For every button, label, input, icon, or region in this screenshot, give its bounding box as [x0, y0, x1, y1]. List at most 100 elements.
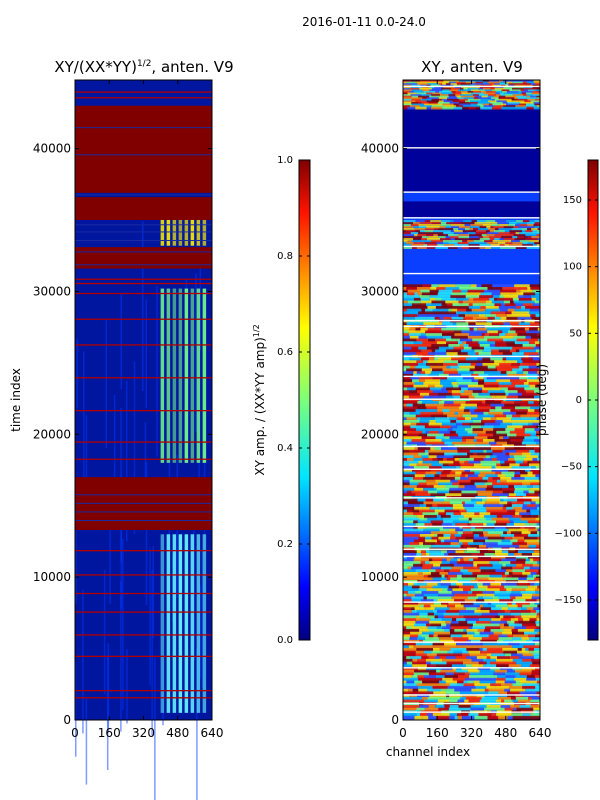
phase-cell: [536, 612, 540, 617]
phase-cell: [452, 92, 462, 96]
phase-cell: [491, 618, 501, 623]
phase-cell: [411, 244, 424, 247]
phase-cell: [497, 517, 510, 522]
phase-colorbar-label: phase (deg): [535, 364, 549, 436]
phase-cell: [456, 379, 472, 384]
phase-cell: [403, 314, 418, 319]
phase-cell: [486, 686, 496, 691]
phase-cell: [411, 566, 423, 571]
amp-xtick-label: 320: [132, 726, 155, 740]
phase-cell: [476, 485, 487, 490]
phase-cell: [420, 98, 428, 102]
amp-gap-line: [75, 494, 212, 496]
phase-cell: [473, 228, 479, 231]
phase-cell: [441, 601, 449, 607]
phase-cell: [408, 330, 426, 335]
phase-cell: [427, 244, 438, 247]
phase-cell: [511, 653, 523, 658]
phase-cell: [465, 623, 473, 628]
phase-cell: [492, 319, 505, 324]
phase-cell: [477, 493, 492, 498]
phase-cell: [467, 289, 485, 294]
phase-cell: [482, 81, 488, 85]
phase-cell: [430, 232, 444, 235]
phase-cell: [493, 672, 506, 677]
phase-cell: [482, 401, 486, 406]
amp-heatmap-texture: [82, 589, 84, 734]
phase-cell: [457, 222, 462, 225]
phase-cell: [506, 569, 513, 574]
phase-cell: [446, 395, 454, 400]
phase-cell: [518, 620, 536, 626]
phase-cell: [523, 371, 529, 376]
phase-cell: [462, 422, 470, 427]
phase-cell: [403, 226, 407, 229]
phase-cell: [469, 398, 486, 403]
phase-cell: [478, 352, 492, 357]
amp-heatmap-texture: [196, 647, 198, 800]
phase-cell: [449, 102, 460, 105]
phase-cell: [441, 574, 445, 579]
phase-cell: [504, 653, 512, 658]
phase-cell: [530, 83, 536, 86]
phase-cell: [419, 629, 430, 634]
phase-cell: [422, 680, 439, 685]
phase-cell: [411, 80, 421, 83]
phase-cell: [444, 615, 451, 620]
phase-cell: [481, 696, 498, 702]
phase-cell: [451, 226, 459, 229]
phase-cell: [423, 650, 432, 655]
phase-cell: [504, 303, 516, 308]
phase-cell: [502, 631, 513, 636]
phase-cell: [501, 566, 513, 571]
amp-flag-line: [75, 410, 212, 412]
phase-cell: [508, 244, 519, 247]
phase-cell: [513, 300, 523, 305]
phase-cell: [473, 680, 480, 685]
phase-cell: [485, 220, 496, 223]
phase-cell: [472, 691, 488, 696]
phase-cell: [483, 335, 501, 341]
phase-cell: [403, 555, 408, 560]
phase-cell: [451, 240, 463, 243]
phase-cell: [515, 105, 526, 108]
phase-cell: [526, 81, 535, 85]
phase-cell: [481, 425, 494, 430]
phase-cell: [504, 680, 516, 685]
amp-flag-line: [75, 458, 212, 460]
phase-cell: [451, 596, 468, 601]
phase-cell: [463, 604, 480, 609]
amp-heatmap-texture: [142, 221, 144, 391]
phase-cell: [449, 89, 459, 93]
phase-cell: [500, 316, 507, 322]
phase-cell: [461, 86, 469, 90]
phase-cell: [446, 661, 464, 666]
phase-cell: [522, 658, 532, 664]
phase-cell: [450, 648, 467, 653]
phase-cell: [403, 585, 412, 590]
phase-cell: [403, 242, 407, 245]
phase-cell: [511, 98, 518, 102]
phase-cell: [441, 561, 450, 566]
phase-cell: [496, 658, 513, 664]
phase-cell: [448, 246, 458, 249]
phase-cell: [445, 620, 451, 626]
phase-cell: [403, 539, 414, 544]
phase-cell: [482, 648, 487, 653]
phase-cell: [494, 297, 498, 303]
phase-cell: [494, 87, 505, 91]
phase-cell: [490, 287, 503, 292]
phase-cell: [521, 306, 526, 311]
phase-cell: [484, 515, 497, 520]
phase-cell: [525, 230, 533, 233]
phase-cell: [403, 686, 418, 691]
phase-cell: [453, 232, 465, 235]
phase-cell: [441, 98, 448, 102]
phase-cell: [459, 365, 475, 370]
phase-cell: [483, 528, 496, 533]
phase-cell: [478, 314, 486, 319]
phase-cell: [403, 346, 412, 351]
phase-cell: [420, 417, 435, 422]
phase-cell: [501, 699, 505, 704]
phase-cell: [403, 702, 420, 707]
